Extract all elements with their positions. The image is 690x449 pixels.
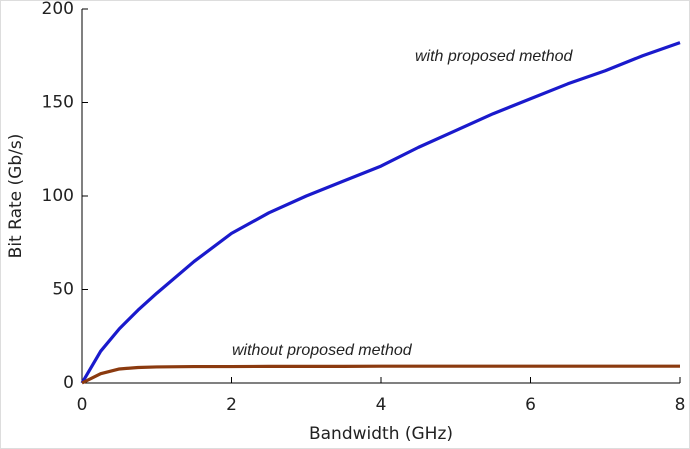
y-tick-label: 0 bbox=[63, 373, 74, 393]
y-tick-label: 50 bbox=[52, 280, 74, 300]
y-tick-label: 200 bbox=[42, 0, 74, 19]
y-tick-label: 150 bbox=[42, 93, 74, 113]
x-tick-label: 0 bbox=[77, 395, 88, 415]
annotation: without proposed method bbox=[232, 342, 413, 359]
x-axis-label: Bandwidth (GHz) bbox=[309, 424, 453, 444]
x-tick-label: 2 bbox=[226, 395, 237, 415]
line bbox=[80, 41, 681, 384]
y-tick-label: 100 bbox=[42, 186, 74, 206]
x-tick-label: 4 bbox=[376, 395, 387, 415]
x-tick-label: 8 bbox=[675, 395, 686, 415]
y-axis-label: Bit Rate (Gb/s) bbox=[6, 134, 26, 259]
x-tick-label: 6 bbox=[525, 395, 536, 415]
annotation: with proposed method bbox=[415, 48, 574, 65]
line bbox=[81, 364, 680, 385]
